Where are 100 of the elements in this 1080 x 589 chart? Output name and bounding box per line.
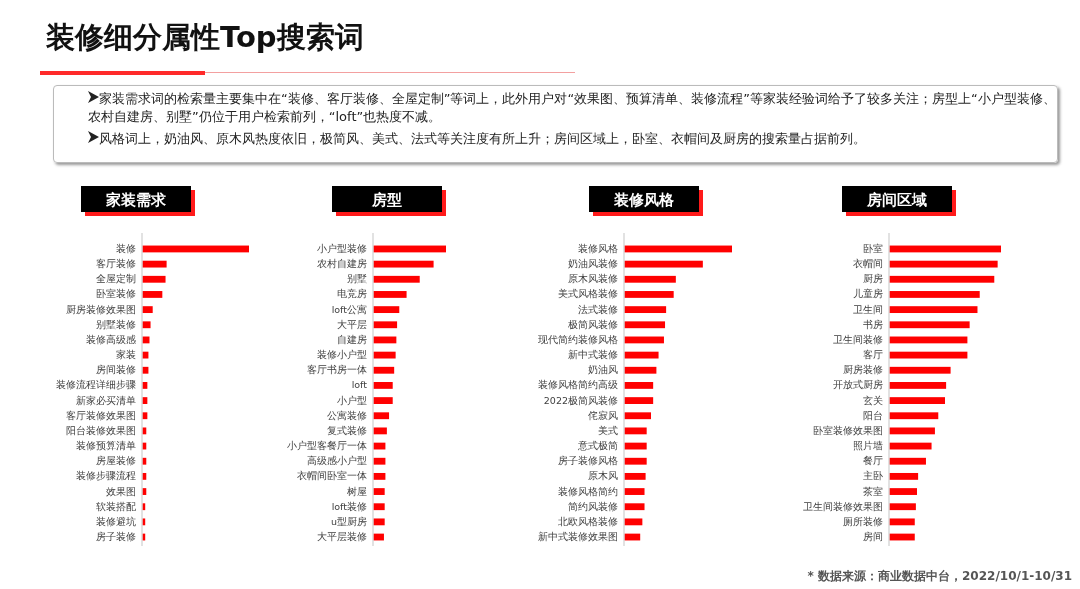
y-tick-label: 原木风	[588, 470, 618, 482]
bar	[624, 427, 647, 435]
bar	[373, 397, 393, 404]
bar	[624, 366, 657, 374]
y-tick-label: 装修小户型	[317, 349, 367, 361]
y-tick-label: 装修避坑	[96, 515, 136, 527]
y-tick-label: 别墅装修	[96, 318, 136, 330]
y-tick-label: loft装修	[331, 500, 367, 512]
y-tick-label: 小户型装修	[317, 243, 367, 254]
y-tick-label: 客厅装修效果图	[66, 409, 136, 421]
y-tick-label: 客厅	[863, 349, 883, 361]
y-tick-label: 房间装修	[96, 364, 136, 376]
y-tick-label: 房间	[863, 531, 883, 543]
y-tick-label: 装修步骤流程	[76, 470, 136, 482]
text: 家装需求词的检索量主要集中在“装修、客厅装修、全屋定制”等词上，此外用户对“效果图、预算清单、装修流程”等家装经验词给予了较多关注；房型上“小户型装修、农村自建房、别墅”仍位于用户检索前列，“loft”也热度不减。	[88, 91, 1056, 124]
y-tick-label: 全屋定制	[96, 273, 136, 285]
y-tick-label: 法式装修	[578, 303, 618, 315]
y-tick-label: 衣帽间	[853, 258, 883, 270]
y-tick-label: 大平层	[337, 318, 367, 330]
y-tick-label: 自建房	[337, 333, 367, 345]
y-tick-label: 厨房	[863, 273, 883, 285]
text: 风格词上，奶油风、原木风热度依旧，极简风、美式、法式等关注度有所上升；房间区域上，卧室、衣帽间及厨房的搜索量占据前列。	[99, 131, 866, 146]
y-tick-label: 装修高级感	[86, 333, 136, 345]
y-tick-label: 新中式装修	[568, 349, 618, 361]
y-tick-label: 软装搭配	[96, 500, 136, 512]
y-tick-label: 主卧	[863, 470, 883, 482]
y-tick-label: u型厨房	[330, 515, 367, 527]
y-tick-label: 北欧风格装修	[558, 515, 618, 527]
bar	[889, 427, 935, 435]
bar	[373, 321, 398, 329]
bar	[624, 488, 645, 495]
y-tick-label: 开放式厨房	[833, 379, 883, 391]
chart-title: 房型	[371, 191, 402, 209]
bar	[373, 275, 420, 283]
y-tick-label: 卧室装修效果图	[813, 424, 883, 436]
bar	[889, 518, 915, 526]
bar	[142, 306, 153, 314]
y-tick-label: 原木风装修	[568, 273, 618, 285]
bar	[373, 351, 396, 359]
y-tick-label: 卫生间装修	[833, 333, 883, 345]
bar	[373, 503, 385, 511]
bar	[624, 472, 646, 480]
y-tick-label: 阳台	[863, 409, 883, 421]
bar	[889, 260, 998, 268]
bar	[373, 306, 400, 314]
y-tick-label: 衣帽间卧室一体	[297, 470, 367, 482]
y-tick-label: 现代简约装修风格	[538, 333, 618, 345]
bar	[624, 382, 654, 389]
bar	[624, 291, 674, 298]
y-tick-label: 奶油风	[588, 364, 618, 376]
y-tick-label: 装修风格简约	[558, 485, 618, 497]
chart-title: 房间区域	[866, 191, 927, 209]
text: * 数据来源：商业数据中台，2022/10/1-10/31	[807, 568, 1072, 585]
bar	[889, 306, 978, 314]
y-tick-label: 美式风格装修	[558, 288, 618, 300]
y-tick-label: 效果图	[106, 485, 136, 497]
y-tick-label: 新家必买清单	[76, 394, 136, 406]
bar	[889, 351, 968, 359]
bar	[373, 488, 385, 495]
y-tick-label: 客厅书房一体	[307, 364, 367, 376]
bar	[624, 306, 667, 314]
chart-title: 装修风格	[613, 191, 675, 209]
bar	[624, 351, 659, 359]
bar	[889, 291, 980, 298]
bar	[373, 382, 393, 389]
y-tick-label: 玄关	[863, 394, 883, 406]
y-tick-label: 房屋装修	[96, 455, 136, 467]
y-tick-label: 照片墙	[853, 440, 883, 452]
bar	[624, 518, 643, 526]
bar	[142, 321, 151, 329]
y-tick-label: 厕所装修	[843, 515, 883, 527]
y-tick-label: 装修流程详细步骤	[56, 379, 136, 391]
y-tick-label: loft	[351, 379, 368, 391]
y-tick-label: 别墅	[347, 273, 367, 285]
bar	[142, 275, 166, 283]
y-tick-label: 简约风装修	[568, 500, 618, 512]
y-tick-label: 电竞房	[337, 288, 367, 300]
y-tick-label: 公寓装修	[327, 409, 367, 421]
bar	[624, 397, 654, 404]
y-tick-label: 餐厅	[863, 455, 883, 467]
bar	[889, 275, 995, 283]
y-tick-label: 卧室装修	[96, 288, 136, 300]
y-tick-label: 小户型	[337, 394, 367, 406]
y-tick-label: 复式装修	[327, 424, 367, 436]
y-tick-label: 极简风装修	[567, 318, 618, 330]
bar	[373, 412, 390, 420]
bar	[889, 397, 945, 404]
bar	[889, 503, 916, 511]
y-tick-label: 2022极简风装修	[543, 394, 618, 406]
y-tick-label: 卫生间	[853, 303, 883, 315]
y-tick-label: 装修预算清单	[76, 440, 136, 452]
bar	[373, 260, 434, 268]
bar	[889, 488, 917, 495]
bar	[889, 472, 919, 480]
y-tick-label: 装修风格简约高级	[538, 379, 618, 391]
y-tick-label: 客厅装修	[96, 258, 136, 270]
y-tick-label: 树屋	[347, 485, 367, 497]
bar	[889, 382, 947, 389]
y-tick-label: 小户型客餐厅一体	[287, 440, 367, 452]
bar	[142, 291, 163, 298]
